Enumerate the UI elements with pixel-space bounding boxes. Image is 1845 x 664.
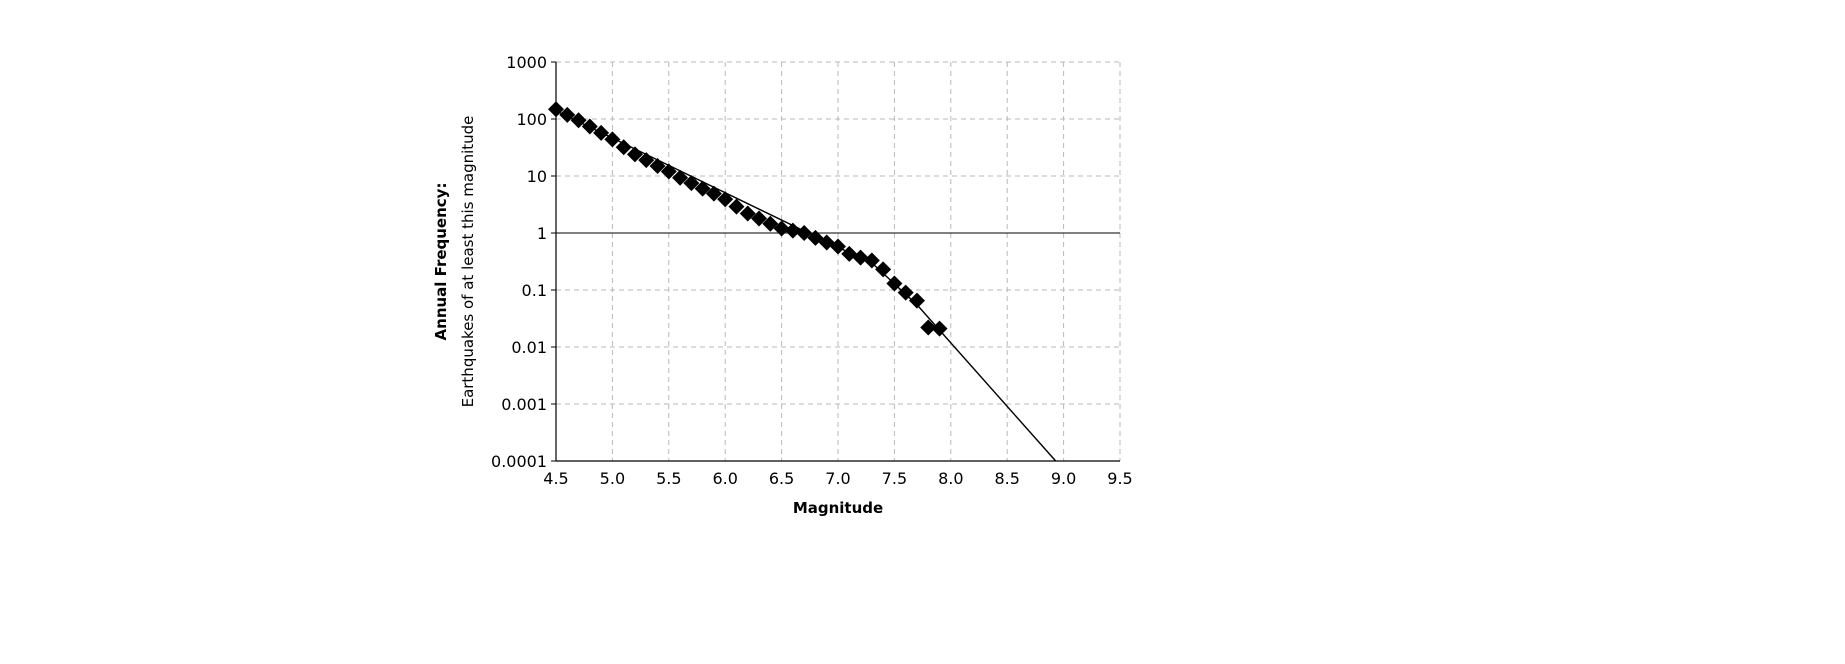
data-point [920, 319, 937, 336]
data-point [638, 152, 655, 169]
x-tick-label: 4.5 [543, 469, 568, 488]
trend-line-group [555, 110, 1057, 462]
y-tick-label: 100 [516, 110, 547, 129]
data-points [548, 101, 948, 337]
data-point [863, 252, 880, 269]
data-point [694, 180, 711, 197]
data-point [593, 124, 610, 141]
x-tick-label: 8.0 [938, 469, 963, 488]
y-tick-label: 0.1 [522, 281, 547, 300]
data-point [931, 320, 948, 337]
data-point [615, 139, 632, 156]
data-point [705, 185, 722, 202]
data-point [875, 261, 892, 278]
data-point [897, 284, 914, 301]
x-tick-label: 5.5 [656, 469, 681, 488]
data-point [751, 210, 768, 227]
x-tick-label: 8.5 [994, 469, 1019, 488]
y-tick-label: 0.001 [501, 395, 547, 414]
x-tick-label: 5.0 [600, 469, 625, 488]
data-point [852, 249, 869, 266]
x-tick-label: 7.0 [825, 469, 850, 488]
data-point [773, 220, 790, 237]
data-point [649, 157, 666, 174]
y-tick-label: 0.0001 [491, 452, 547, 471]
x-tick-label: 9.5 [1107, 469, 1132, 488]
x-tick-label: 6.5 [769, 469, 794, 488]
data-point [784, 222, 801, 239]
data-point [581, 118, 598, 135]
data-point [626, 146, 643, 163]
y-tick-label: 1000 [506, 53, 547, 72]
y-tick-label: 0.01 [511, 338, 547, 357]
data-point [796, 225, 813, 241]
y-axis-sublabel: Earthquakes of at least this magnitude [459, 116, 477, 408]
y-tick-label: 1 [537, 224, 547, 243]
data-point [908, 292, 925, 309]
x-tick-label: 7.5 [882, 469, 907, 488]
data-point [570, 112, 587, 129]
data-point [548, 101, 564, 118]
y-axis-label: Annual Frequency: [432, 183, 450, 341]
trend-line [555, 110, 1057, 462]
data-point [717, 191, 734, 208]
data-point [830, 238, 846, 255]
data-point [672, 169, 689, 186]
y-tick-label: 10 [527, 167, 547, 186]
x-tick-label: 6.0 [712, 469, 737, 488]
data-point [728, 198, 745, 215]
grid [556, 61, 1121, 462]
data-point [604, 131, 621, 148]
x-tick-label: 9.0 [1051, 469, 1076, 488]
x-axis-label: Magnitude [793, 499, 883, 517]
data-point [683, 175, 700, 192]
axes [551, 61, 1120, 462]
data-point [559, 106, 576, 123]
data-point [886, 275, 903, 292]
tick-labels: 4.5 5.0 5.5 6.0 6.5 7.0 7.5 8.0 8.5 9.0 9.5 0.0001 0… [491, 53, 1133, 488]
data-point [660, 163, 677, 180]
data-point [739, 205, 756, 222]
